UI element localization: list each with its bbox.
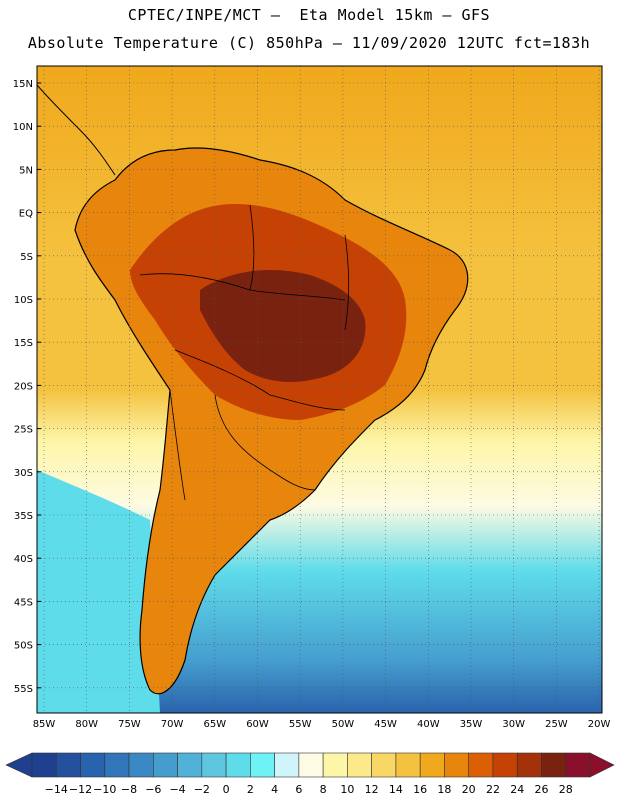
colorbar-box bbox=[371, 752, 397, 778]
colorbar-tick-label: 22 bbox=[486, 783, 500, 796]
colorbar-tick-label: −6 bbox=[145, 783, 161, 796]
lat-label: 55S bbox=[14, 684, 33, 695]
colorbar-tick-label: 20 bbox=[462, 783, 476, 796]
colorbar-tick-label: 10 bbox=[340, 783, 354, 796]
lat-label: 45S bbox=[14, 597, 33, 608]
map-field bbox=[37, 66, 602, 713]
map-frame bbox=[36, 65, 603, 714]
colorbar-box bbox=[492, 752, 518, 778]
lon-label: 45W bbox=[374, 719, 397, 730]
colorbar-tick-label: 24 bbox=[510, 783, 524, 796]
lat-label: 40S bbox=[14, 554, 33, 565]
lon-label: 25W bbox=[545, 719, 568, 730]
colorbar-box bbox=[565, 752, 591, 778]
lon-label: 80W bbox=[75, 719, 98, 730]
colorbar-tick-label: 8 bbox=[320, 783, 327, 796]
lat-label: 25S bbox=[14, 425, 33, 436]
colorbar-tick-label: 26 bbox=[534, 783, 548, 796]
lon-label: 65W bbox=[203, 719, 226, 730]
colorbar-box bbox=[347, 752, 372, 778]
colorbar-tick-label: −8 bbox=[121, 783, 137, 796]
central-america-coast bbox=[37, 84, 116, 176]
colorbar-low-arrow bbox=[5, 752, 33, 778]
colorbar-tick-label: 12 bbox=[365, 783, 379, 796]
colorbar-box bbox=[516, 752, 542, 778]
lon-label: 60W bbox=[246, 719, 269, 730]
colorbar-tick-label: 14 bbox=[389, 783, 403, 796]
colorbar-box bbox=[31, 752, 57, 778]
colorbar-box bbox=[128, 752, 154, 778]
colorbar-tick-label: 18 bbox=[437, 783, 451, 796]
colorbar-box bbox=[250, 752, 275, 778]
lat-label: 5S bbox=[20, 252, 33, 263]
lon-label: 70W bbox=[161, 719, 184, 730]
lat-label: 15S bbox=[14, 338, 33, 349]
colorbar-tick-label: −4 bbox=[169, 783, 185, 796]
colorbar-box bbox=[541, 752, 567, 778]
colorbar-box bbox=[395, 752, 421, 778]
colorbar-box bbox=[274, 752, 300, 778]
colorbar-boxes bbox=[5, 752, 615, 778]
colorbar-box bbox=[177, 752, 203, 778]
longitude-labels: 85W 80W 75W 70W 65W 60W 55W 50W 45W 40W 35W 30W 25W 2… bbox=[33, 719, 611, 730]
colorbar-box bbox=[322, 752, 348, 778]
lat-label: 5N bbox=[19, 165, 33, 176]
colorbar-tick-label: 16 bbox=[413, 783, 427, 796]
lat-label: 10S bbox=[14, 295, 33, 306]
lat-label: EQ bbox=[19, 209, 33, 220]
colorbar-tick-label: −12 bbox=[69, 783, 92, 796]
lon-label: 50W bbox=[332, 719, 355, 730]
colorbar-box bbox=[444, 752, 469, 778]
colorbar-box bbox=[55, 752, 81, 778]
lon-label: 55W bbox=[289, 719, 312, 730]
colorbar-box bbox=[419, 752, 445, 778]
colorbar-tick-label: 28 bbox=[559, 783, 573, 796]
colorbar-tick-label: 2 bbox=[247, 783, 254, 796]
colorbar-tick-label: 6 bbox=[295, 783, 302, 796]
lon-label: 85W bbox=[33, 719, 56, 730]
colorbar-box bbox=[201, 752, 227, 778]
colorbar-box bbox=[153, 752, 178, 778]
lat-label: 10N bbox=[13, 122, 33, 133]
colorbar-high-arrow bbox=[589, 752, 615, 778]
lon-label: 20W bbox=[588, 719, 611, 730]
map-title-line2: Absolute Temperature (C) 850hPa – 11/09/… bbox=[27, 34, 591, 52]
lon-label: 35W bbox=[460, 719, 483, 730]
coastline bbox=[74, 147, 469, 695]
heat-region-core bbox=[200, 270, 366, 382]
lon-label: 40W bbox=[417, 719, 440, 730]
lon-label: 30W bbox=[502, 719, 525, 730]
colorbar-box bbox=[225, 752, 251, 778]
colorbar-tick-label: −10 bbox=[93, 783, 116, 796]
colorbar-tick-label: 4 bbox=[271, 783, 278, 796]
lat-label: 50S bbox=[14, 641, 33, 652]
lon-label: 75W bbox=[118, 719, 141, 730]
country-borders bbox=[139, 204, 350, 501]
colorbar-tick-label: 0 bbox=[223, 783, 230, 796]
colorbar-tick-label: −2 bbox=[194, 783, 210, 796]
colorbar-box bbox=[468, 752, 494, 778]
lat-label: 30S bbox=[14, 468, 33, 479]
colorbar-box bbox=[80, 752, 106, 778]
lat-label: 35S bbox=[14, 511, 33, 522]
lat-label: 15N bbox=[13, 79, 33, 90]
colorbar-box bbox=[104, 752, 130, 778]
lat-label: 20S bbox=[14, 381, 33, 392]
latitude-labels: 15N 10N 5N EQ 5S 10S 15S 20S 25S 30S 35S 40S 45S 50S 5… bbox=[13, 79, 41, 695]
colorbar-box bbox=[298, 752, 324, 778]
colorbar-labels: −14 −12 −10 −8 −6 −4 −2 0 2 4 6 8 10 12 14 16 18 20 22 24 26… bbox=[45, 783, 573, 796]
map-title-line1: CPTEC/INPE/MCT – Eta Model 15km – GFS bbox=[127, 6, 491, 24]
colorbar-tick-label: −14 bbox=[45, 783, 68, 796]
